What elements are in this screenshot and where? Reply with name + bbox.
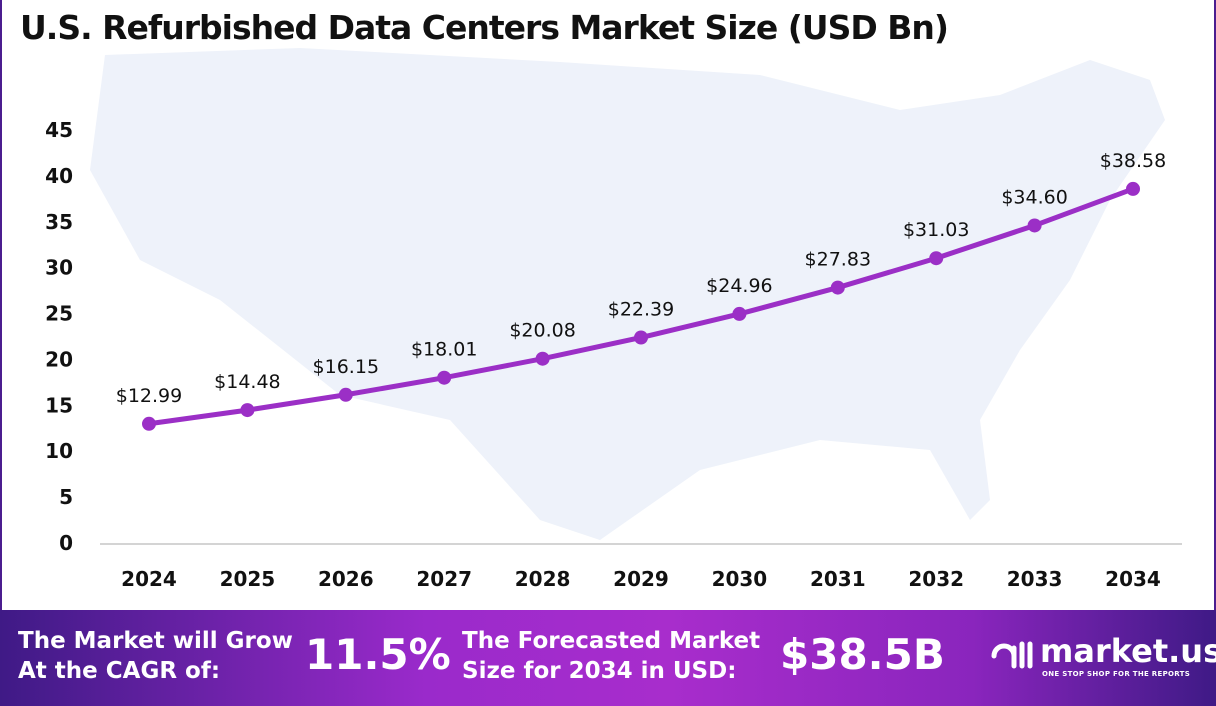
x-tick-label: 2027	[416, 567, 472, 591]
y-tick-label: 15	[45, 393, 73, 417]
forecast-value: $38.5B	[780, 630, 945, 679]
y-tick-label: 25	[45, 302, 73, 326]
data-label: $18.01	[411, 339, 477, 361]
x-tick-label: 2025	[220, 567, 276, 591]
data-point	[1126, 181, 1140, 196]
y-tick-label: 10	[45, 439, 73, 463]
forecast-label-line1: The Forecasted Market	[462, 628, 761, 654]
data-point	[338, 387, 353, 402]
data-label: $16.15	[313, 356, 379, 378]
data-point	[929, 251, 944, 266]
data-point	[732, 306, 747, 321]
data-point	[240, 403, 255, 418]
brand-tagline: ONE STOP SHOP FOR THE REPORTS	[1042, 670, 1191, 678]
cagr-label-line1: The Market will Grow	[18, 628, 293, 654]
brand-name: market.us	[1040, 632, 1216, 670]
x-tick-label: 2033	[1007, 567, 1063, 591]
logo-icon	[991, 641, 1033, 669]
x-tick-label: 2031	[810, 567, 866, 591]
cagr-value: 11.5%	[305, 630, 451, 679]
data-label: $20.08	[509, 320, 575, 342]
x-tick-label: 2028	[515, 567, 571, 591]
x-tick-label: 2032	[908, 567, 964, 591]
y-tick-label: 40	[45, 164, 73, 188]
data-label: $27.83	[805, 249, 871, 271]
data-point	[142, 416, 156, 431]
data-label: $31.03	[903, 219, 969, 241]
data-label: $24.96	[706, 275, 772, 297]
market-us-logo: market.us ONE STOP SHOP FOR THE REPORTS	[990, 632, 1216, 678]
data-label: $38.58	[1100, 150, 1166, 172]
x-tick-label: 2034	[1105, 567, 1161, 591]
summary-banner: The Market will Grow At the CAGR of: 11.…	[0, 610, 1216, 706]
data-label: $14.48	[214, 371, 280, 393]
data-point	[437, 370, 452, 385]
chart-title: U.S. Refurbished Data Centers Market Siz…	[20, 8, 949, 47]
cagr-label-line2: At the CAGR of:	[18, 658, 221, 684]
x-tick-label: 2030	[712, 567, 768, 591]
data-label: $22.39	[608, 299, 674, 321]
data-point	[830, 280, 845, 295]
y-tick-label: 5	[59, 485, 73, 509]
y-tick-label: 45	[45, 118, 73, 142]
data-point	[535, 351, 550, 366]
data-point	[634, 330, 648, 345]
y-tick-label: 30	[45, 256, 73, 280]
y-tick-label: 35	[45, 210, 73, 234]
data-point	[1027, 218, 1042, 233]
x-tick-label: 2029	[613, 567, 669, 591]
data-label: $12.99	[116, 385, 182, 407]
y-tick-label: 0	[59, 531, 73, 555]
forecast-label-line2: Size for 2034 in USD:	[462, 658, 737, 684]
us-map-background	[90, 48, 1165, 540]
x-tick-label: 2024	[121, 567, 177, 591]
y-tick-label: 20	[45, 347, 73, 371]
data-label: $34.60	[1001, 186, 1067, 208]
chart-frame	[0, 0, 1216, 610]
x-tick-label: 2026	[318, 567, 374, 591]
